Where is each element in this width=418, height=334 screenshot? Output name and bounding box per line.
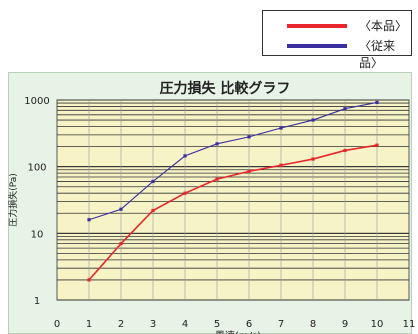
series-line-1 — [88, 101, 378, 221]
data-point-0 — [87, 278, 91, 282]
x-axis-label: 風速(m/s) — [215, 330, 261, 334]
data-point-1 — [87, 218, 91, 222]
series-line-0 — [88, 144, 378, 281]
data-point-1 — [151, 179, 155, 184]
data-point-1 — [279, 126, 283, 130]
x-tick-label: 0 — [54, 319, 60, 330]
data-point-1 — [343, 107, 347, 111]
y-tick-label: 10 — [31, 229, 44, 240]
data-point-1 — [183, 154, 187, 158]
data-point-1 — [247, 135, 251, 139]
data-point-0 — [247, 169, 251, 173]
legend-swatch-honpin — [287, 24, 347, 28]
data-point-1 — [375, 100, 379, 105]
legend-swatch-juraihin — [287, 44, 347, 48]
x-tick-label: 3 — [150, 319, 156, 330]
data-point-0 — [119, 242, 123, 246]
x-tick-label: 6 — [246, 319, 252, 330]
legend-item-honpin: 〈本品〉 — [263, 15, 411, 35]
x-tick-label: 4 — [182, 319, 188, 330]
legend-label-honpin: 〈本品〉 — [359, 19, 408, 33]
y-tick-label: 1000 — [24, 96, 49, 107]
legend: 〈本品〉 〈従来品〉 — [262, 10, 412, 70]
x-tick-label: 8 — [310, 319, 316, 330]
data-point-0 — [183, 191, 187, 195]
x-tick-label: 7 — [278, 319, 284, 330]
y-axis-label: 圧力損失(Pa) — [7, 173, 19, 227]
x-tick-label: 5 — [214, 319, 220, 330]
y-tick-label: 1 — [34, 296, 40, 307]
data-point-0 — [375, 143, 379, 147]
data-point-0 — [151, 208, 155, 213]
data-point-0 — [343, 148, 347, 153]
x-tick-label: 10 — [371, 319, 384, 330]
data-point-0 — [215, 177, 219, 181]
legend-label-juraihin: 〈従来品〉 — [359, 39, 396, 70]
plot-area — [56, 99, 410, 301]
x-tick-label: 2 — [118, 319, 124, 330]
x-tick-label: 11 — [403, 319, 416, 330]
data-point-0 — [279, 163, 283, 167]
data-point-1 — [311, 118, 315, 122]
x-tick-label: 9 — [342, 319, 348, 330]
data-point-0 — [311, 157, 315, 161]
y-tick-label: 100 — [27, 163, 46, 174]
data-point-1 — [215, 142, 219, 146]
chart-title: 圧力損失 比較グラフ — [160, 80, 291, 97]
data-point-1 — [119, 207, 123, 211]
x-tick-label: 1 — [86, 319, 92, 330]
legend-item-juraihin: 〈従来品〉 — [263, 35, 411, 70]
